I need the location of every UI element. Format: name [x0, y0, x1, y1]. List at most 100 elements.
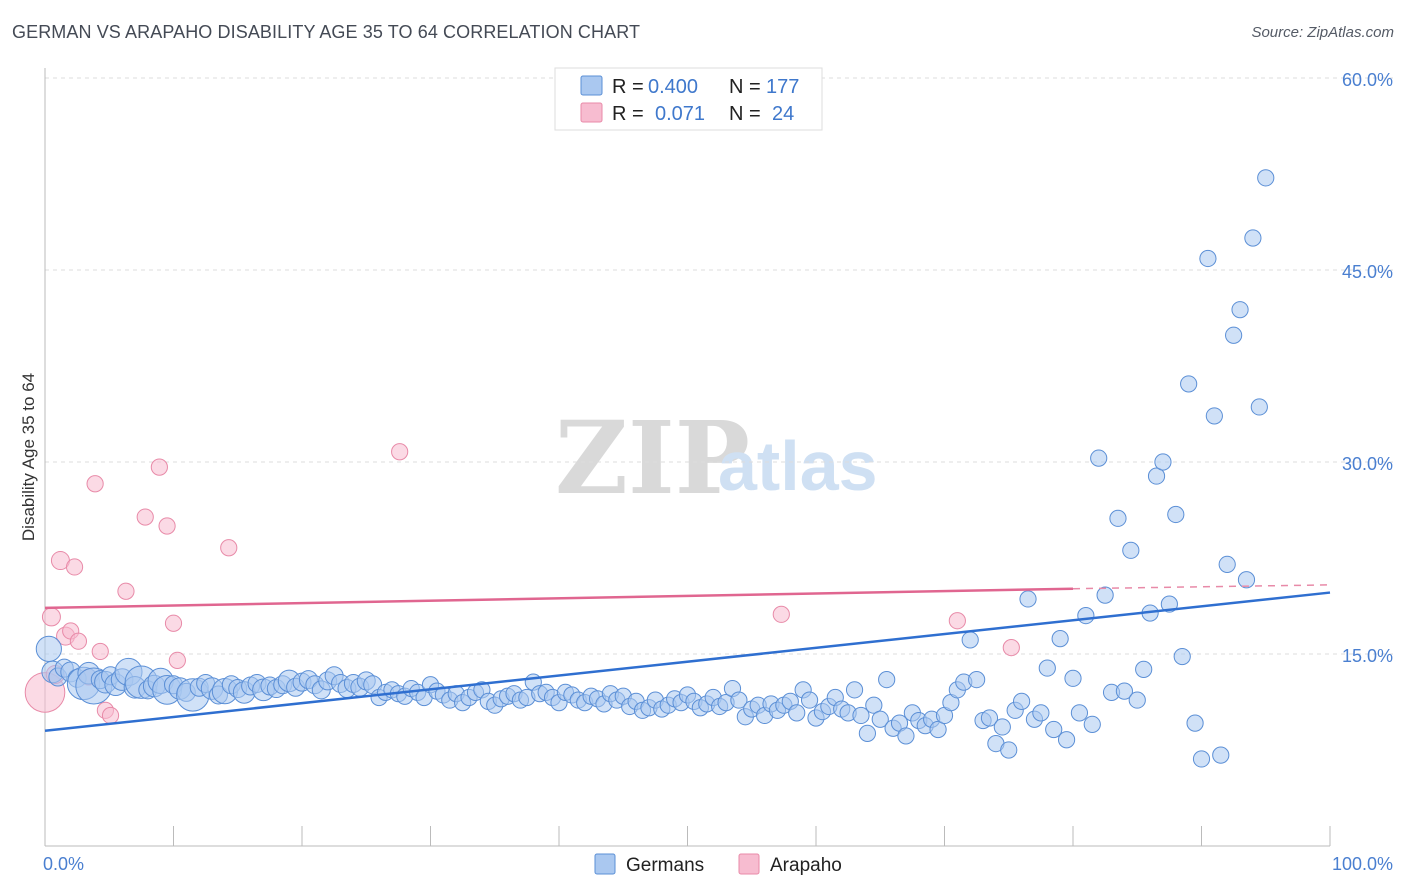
german-point-188 — [1237, 571, 1256, 589]
legend-n-label-arapaho: N = — [729, 103, 761, 125]
german-point-175 — [1154, 453, 1172, 471]
grid — [45, 77, 1393, 655]
german-point-189 — [1244, 229, 1262, 247]
arapaho-point-19 — [220, 539, 238, 557]
german-point-158 — [1045, 720, 1063, 739]
german-point-154 — [1019, 590, 1037, 608]
german-point-165 — [1090, 449, 1108, 467]
german-point-135 — [897, 727, 915, 745]
german-point-127 — [845, 681, 864, 699]
german-point-153 — [1013, 692, 1031, 710]
series-legend-label-arapaho: Arapaho — [770, 855, 842, 876]
german-point-190 — [1250, 398, 1268, 416]
german-point-166 — [1096, 586, 1114, 604]
chart-title: GERMAN VS ARAPAHO DISABILITY AGE 35 TO 6… — [12, 22, 641, 42]
legend-r-label-arapaho: R = — [612, 103, 644, 125]
german-point-120 — [800, 691, 819, 709]
chart-source: Source: ZipAtlas.com — [1251, 24, 1394, 41]
german-point-176 — [1160, 595, 1178, 613]
german-point-140 — [929, 720, 947, 739]
arapaho-point-10 — [91, 642, 109, 661]
y-axis-label: Disability Age 35 to 64 — [19, 373, 38, 541]
german-point-171 — [1128, 691, 1146, 709]
x-ticks — [44, 826, 1331, 846]
german-point-182 — [1199, 249, 1217, 268]
german-point-151 — [1000, 741, 1018, 759]
german-point-128 — [852, 706, 870, 725]
german-point-186 — [1225, 326, 1243, 344]
german-point-159 — [1051, 630, 1069, 648]
german-point-164 — [1083, 715, 1101, 734]
arapaho-point-18 — [168, 651, 186, 670]
german-point-180 — [1186, 714, 1204, 732]
arapaho-point-6 — [65, 558, 84, 576]
german-point-172 — [1135, 660, 1153, 678]
german-point-169 — [1115, 682, 1134, 700]
series-legend: Germans Arapaho — [594, 853, 842, 876]
y-tick-labels: 15.0% 30.0% 45.0% 60.0% — [1342, 70, 1393, 666]
x-tick-label-max: 100.0% — [1332, 854, 1393, 874]
german-point-146 — [968, 671, 986, 689]
series-legend-swatch-germans — [594, 853, 616, 875]
german-point-183 — [1205, 407, 1223, 425]
german-point-132 — [878, 671, 896, 689]
watermark-atlas: atlas — [718, 427, 878, 505]
arapaho-point-9 — [86, 475, 104, 493]
german-point-191 — [1257, 169, 1275, 187]
legend-n-value-arapaho: 24 — [772, 103, 794, 125]
german-point-170 — [1122, 541, 1140, 559]
german-points — [35, 169, 1275, 768]
series-legend-swatch-arapaho — [738, 853, 760, 875]
german-point-174 — [1147, 467, 1166, 485]
legend-n-value-germans: 177 — [766, 76, 799, 98]
german-point-118 — [788, 704, 806, 722]
german-trend-line — [44, 591, 1331, 733]
german-point-109 — [730, 691, 748, 709]
german-point-145 — [961, 631, 979, 649]
y-tick-label-60: 60.0% — [1342, 70, 1393, 90]
german-point-163 — [1077, 607, 1095, 625]
german-point-181 — [1192, 750, 1211, 768]
arapaho-point-12 — [101, 706, 120, 725]
legend-r-label-germans: R = — [612, 76, 644, 98]
german-point-129 — [858, 724, 877, 742]
german-point-157 — [1038, 659, 1056, 677]
german-point-161 — [1064, 669, 1082, 687]
stats-legend: R = 0.400 N = 177 R = 0.071 N = 24 — [554, 67, 823, 131]
y-tick-label-30: 30.0% — [1342, 454, 1393, 474]
german-point-177 — [1167, 505, 1185, 524]
arapaho-point-16 — [158, 517, 176, 535]
german-point-130 — [865, 696, 883, 714]
arapaho-trend-line — [44, 587, 1074, 610]
arapaho-point-7 — [69, 632, 88, 650]
x-tick-label-min: 0.0% — [43, 854, 84, 874]
german-point-131 — [871, 710, 889, 728]
arapaho-point-17 — [164, 614, 183, 632]
arapaho-trend-extension — [1072, 584, 1331, 590]
german-point-148 — [980, 709, 999, 727]
german-point-184 — [1212, 746, 1230, 764]
legend-n-label-germans: N = — [729, 76, 761, 98]
series-legend-label-germans: Germans — [626, 855, 704, 876]
arapaho-point-21 — [772, 605, 790, 623]
legend-swatch-germans — [580, 75, 603, 96]
arapaho-point-13 — [117, 582, 135, 600]
german-point-162 — [1070, 704, 1089, 722]
watermark-zip: ZIP — [555, 399, 750, 517]
german-point-179 — [1180, 375, 1198, 393]
arapaho-point-23 — [1002, 639, 1020, 657]
arapaho-point-20 — [391, 443, 409, 461]
german-point-156 — [1032, 704, 1050, 722]
arapaho-point-22 — [948, 612, 966, 630]
legend-r-value-germans: 0.400 — [648, 76, 698, 98]
german-point-160 — [1057, 731, 1076, 749]
arapaho-point-14 — [136, 508, 154, 526]
german-point-187 — [1231, 301, 1249, 319]
german-point-178 — [1173, 647, 1191, 666]
german-point-185 — [1218, 555, 1236, 574]
legend-swatch-arapaho — [580, 102, 603, 123]
y-tick-label-45: 45.0% — [1342, 262, 1393, 282]
legend-r-value-arapaho: 0.071 — [655, 103, 705, 125]
arapaho-point-1 — [41, 607, 61, 627]
y-tick-label-15: 15.0% — [1342, 646, 1393, 666]
